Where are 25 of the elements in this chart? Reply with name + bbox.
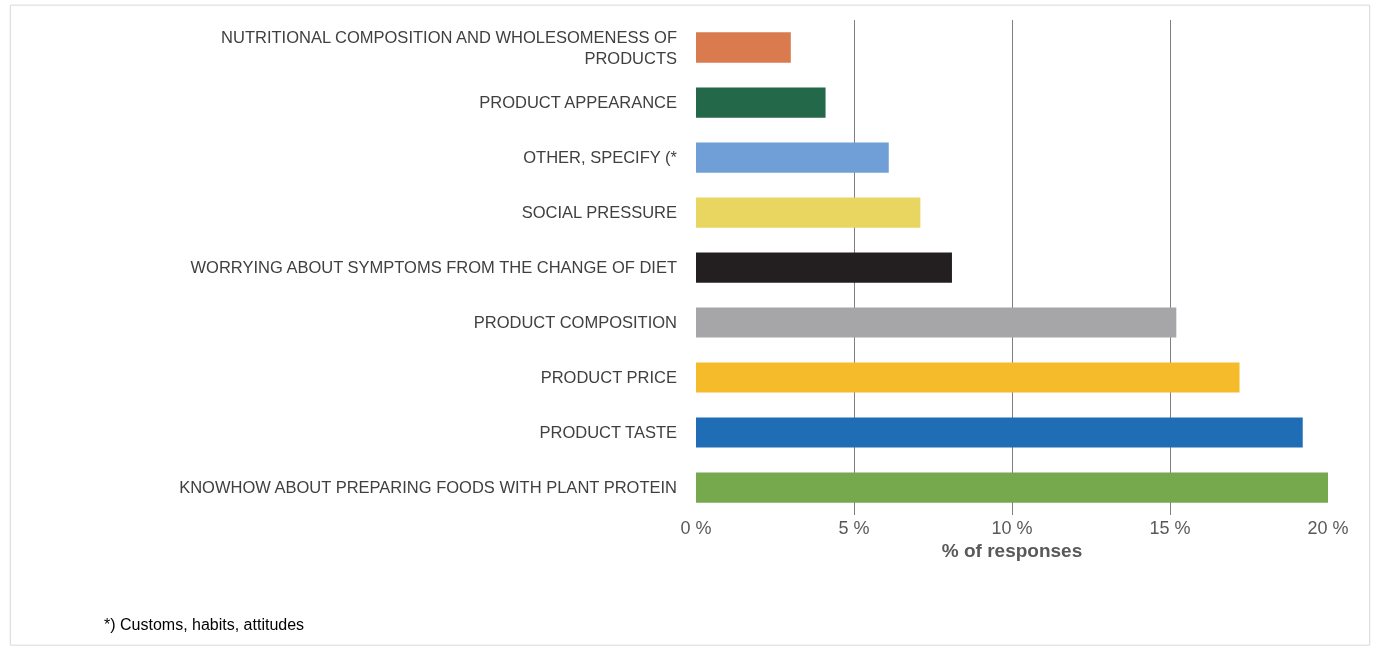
y-tick-label: PRODUCT TASTE xyxy=(539,423,677,442)
x-tick-label: 10 % xyxy=(991,518,1033,538)
y-tick-label: SOCIAL PRESSURE xyxy=(521,203,677,222)
x-tick-label: 0 % xyxy=(680,518,712,538)
y-tick-label: KNOWHOW ABOUT PREPARING FOODS WITH PLANT PROTEIN xyxy=(179,478,677,497)
bar xyxy=(696,307,1177,338)
y-tick-label: PRODUCT PRICE xyxy=(540,368,677,387)
bar xyxy=(696,472,1328,503)
y-tick-label: PRODUCT COMPOSITION xyxy=(473,313,677,332)
bar xyxy=(696,32,791,63)
bar xyxy=(696,142,889,173)
bar xyxy=(696,252,952,283)
bar xyxy=(696,197,921,228)
y-tick-label: OTHER, SPECIFY (* xyxy=(523,148,678,167)
x-tick-label: 20 % xyxy=(1307,518,1349,538)
bar xyxy=(696,362,1240,393)
text: *) Customs, habits, attitudes xyxy=(104,616,305,633)
x-tick-label: 5 % xyxy=(838,518,870,538)
y-tick-label: PRODUCT APPEARANCE xyxy=(479,93,677,112)
x-axis-title: % of responses xyxy=(941,539,1083,561)
x-tick-label: 15 % xyxy=(1149,518,1191,538)
bar xyxy=(696,87,826,118)
bar xyxy=(696,417,1303,448)
y-tick-label: WORRYING ABOUT SYMPTOMS FROM THE CHANGE OF DIET xyxy=(190,258,677,277)
y-tick-label: NUTRITIONAL COMPOSITION AND WHOLESOMENESS OF PRODUCTS xyxy=(221,27,677,67)
